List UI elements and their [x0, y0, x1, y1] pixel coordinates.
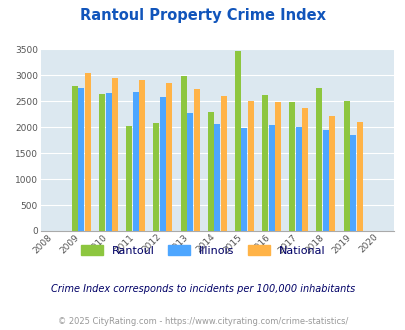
Bar: [261, 95, 267, 231]
Text: Crime Index corresponds to incidents per 100,000 inhabitants: Crime Index corresponds to incidents per…: [51, 284, 354, 294]
Bar: [301, 108, 307, 231]
Bar: [207, 112, 213, 231]
Bar: [126, 126, 132, 231]
Bar: [160, 97, 166, 231]
Bar: [180, 77, 186, 231]
Bar: [112, 78, 118, 231]
Bar: [99, 94, 105, 231]
Bar: [295, 127, 301, 231]
Text: Rantoul Property Crime Index: Rantoul Property Crime Index: [80, 8, 325, 23]
Legend: Rantoul, Illinois, National: Rantoul, Illinois, National: [80, 245, 325, 256]
Bar: [72, 86, 78, 231]
Bar: [85, 73, 91, 231]
Bar: [166, 83, 172, 231]
Bar: [139, 80, 145, 231]
Bar: [78, 88, 84, 231]
Bar: [153, 123, 159, 231]
Bar: [343, 101, 349, 231]
Bar: [328, 116, 335, 231]
Bar: [315, 88, 322, 231]
Bar: [268, 125, 274, 231]
Bar: [234, 51, 240, 231]
Text: © 2025 CityRating.com - https://www.cityrating.com/crime-statistics/: © 2025 CityRating.com - https://www.city…: [58, 317, 347, 326]
Bar: [322, 130, 328, 231]
Bar: [132, 92, 139, 231]
Bar: [356, 121, 362, 231]
Bar: [241, 128, 247, 231]
Bar: [105, 92, 111, 231]
Bar: [275, 102, 280, 231]
Bar: [288, 102, 294, 231]
Bar: [193, 89, 199, 231]
Bar: [247, 101, 253, 231]
Bar: [349, 135, 355, 231]
Bar: [214, 124, 220, 231]
Bar: [187, 113, 192, 231]
Bar: [220, 96, 226, 231]
